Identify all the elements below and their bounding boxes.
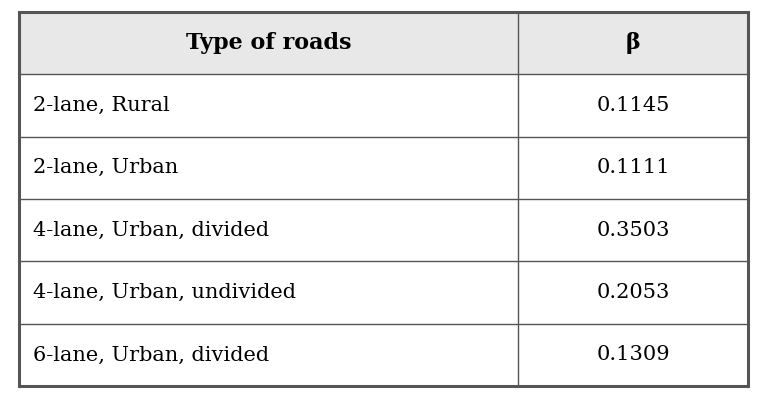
Text: 0.2053: 0.2053 (597, 283, 670, 302)
Text: 2-lane, Urban: 2-lane, Urban (33, 158, 178, 177)
Bar (19, 12, 748, 74)
Text: 6-lane, Urban, divided: 6-lane, Urban, divided (33, 345, 269, 364)
Bar (19, 324, 748, 386)
Bar (19, 199, 748, 261)
Text: 4-lane, Urban, divided: 4-lane, Urban, divided (33, 221, 269, 240)
Text: 0.1111: 0.1111 (596, 158, 670, 177)
Text: 0.3503: 0.3503 (596, 221, 670, 240)
Bar (19, 261, 748, 324)
Bar (19, 137, 748, 199)
Text: 0.1145: 0.1145 (597, 96, 670, 115)
Text: 2-lane, Rural: 2-lane, Rural (33, 96, 170, 115)
Text: 4-lane, Urban, undivided: 4-lane, Urban, undivided (33, 283, 296, 302)
Text: Type of roads: Type of roads (186, 32, 351, 54)
Bar (19, 74, 748, 137)
Text: β: β (626, 32, 640, 54)
Text: 0.1309: 0.1309 (596, 345, 670, 364)
